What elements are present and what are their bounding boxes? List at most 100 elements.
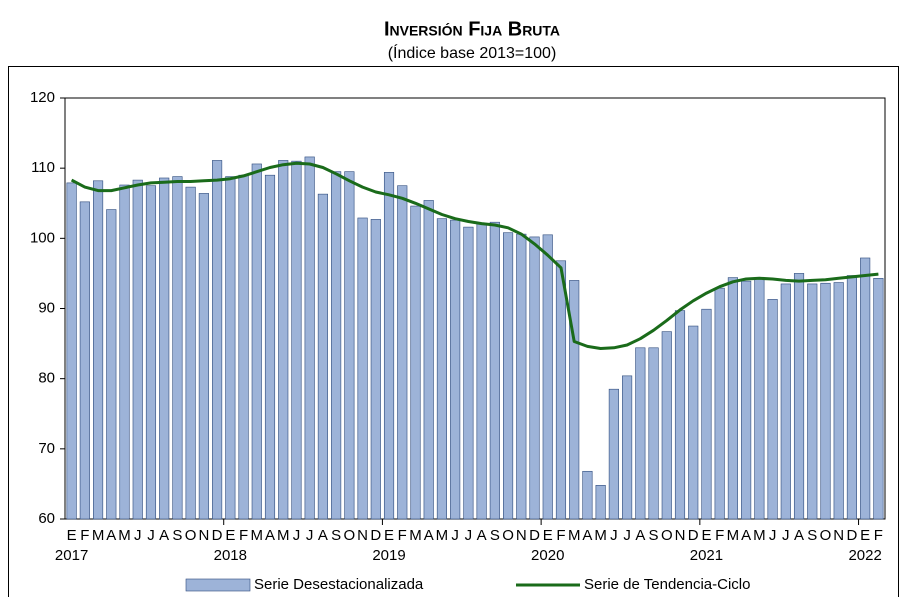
bar [397,185,408,520]
x-tick-label: M [277,527,290,544]
x-tick-label: O [820,527,832,544]
x-tick-label: M [409,527,422,544]
x-tick-label: M [92,527,105,544]
bar [860,257,871,520]
bar [450,219,461,520]
x-tick-label: S [490,527,500,544]
chart-subtitle: (Índice base 2013=100) [388,43,557,62]
trend-line [70,161,879,350]
bar [145,185,157,520]
x-tick-label: A [265,527,275,544]
x-tick-label: D [847,527,858,544]
x-tick-label: M [436,527,449,544]
x-tick-label: M [251,527,264,544]
x-tick-label: J [782,527,790,544]
x-tick-label: E [860,527,870,544]
x-tick-label: J [465,527,473,544]
x-tick-label: M [594,527,607,544]
year-label: 2017 [55,547,88,564]
bar [661,331,672,520]
x-tick-label: A [794,527,804,544]
bar [807,283,818,520]
bar [278,160,289,520]
x-tick-label: F [556,527,565,544]
x-tick-label: N [675,527,686,544]
x-tick-label: A [106,527,116,544]
x-tick-label: A [635,527,645,544]
bar [264,174,276,520]
bar [383,172,395,520]
bar [172,176,183,520]
bar [793,273,805,520]
x-tick-label: F [874,527,883,544]
chart-title: Inversión Fija Bruta [384,18,560,40]
x-tick-label: F [398,527,407,544]
year-label: 2021 [690,547,723,564]
bar [701,308,712,520]
bar [489,221,500,520]
x-tick-label: A [582,527,592,544]
bar [317,193,328,520]
x-tick-label: O [344,527,356,544]
x-tick-label: S [649,527,659,544]
bar [741,280,752,520]
bar [503,232,514,520]
legend-swatch [185,578,251,592]
year-label: 2018 [214,547,247,564]
x-tick-label: J [769,527,777,544]
bar [555,260,567,520]
bar [714,287,725,520]
x-tick-label: E [701,527,711,544]
x-tick-label: A [424,527,434,544]
bar [833,282,844,520]
bar [463,226,474,520]
x-tick-label: S [172,527,182,544]
x-tick-label: M [753,527,766,544]
bar [608,388,619,520]
bar [93,180,104,520]
bar [79,201,90,520]
x-tick-label: J [293,527,301,544]
x-tick-label: N [198,527,209,544]
bar [688,325,699,520]
bar [754,278,765,520]
bar [198,193,209,520]
x-tick-label: N [516,527,527,544]
x-tick-label: A [741,527,751,544]
bar [291,160,302,520]
bar [410,205,421,520]
x-tick-label: S [807,527,817,544]
bar [436,218,447,520]
bar [542,234,553,520]
legend-label: Serie Desestacionalizada [254,576,424,593]
year-label: 2022 [848,547,881,564]
x-tick-label: M [727,527,740,544]
bar [476,223,487,520]
bar [344,171,355,520]
y-tick-label: 80 [38,370,55,387]
x-tick-label: O [502,527,514,544]
x-tick-label: J [134,527,142,544]
bar [582,470,593,520]
x-tick-label: M [118,527,131,544]
bar [212,160,223,520]
bar [873,278,884,520]
x-tick-label: F [80,527,89,544]
x-tick-label: A [477,527,487,544]
bar [780,283,791,520]
bar [423,200,434,520]
chart-frame [8,66,899,602]
bar [119,184,130,520]
x-tick-label: F [239,527,248,544]
bar [529,236,540,520]
x-tick-label: E [543,527,553,544]
x-tick-label: E [225,527,235,544]
x-tick-label: A [159,527,169,544]
bar [595,485,606,520]
x-tick-label: D [529,527,540,544]
x-tick-label: M [568,527,581,544]
bar [66,182,77,520]
x-tick-label: D [212,527,223,544]
bar [635,347,646,520]
